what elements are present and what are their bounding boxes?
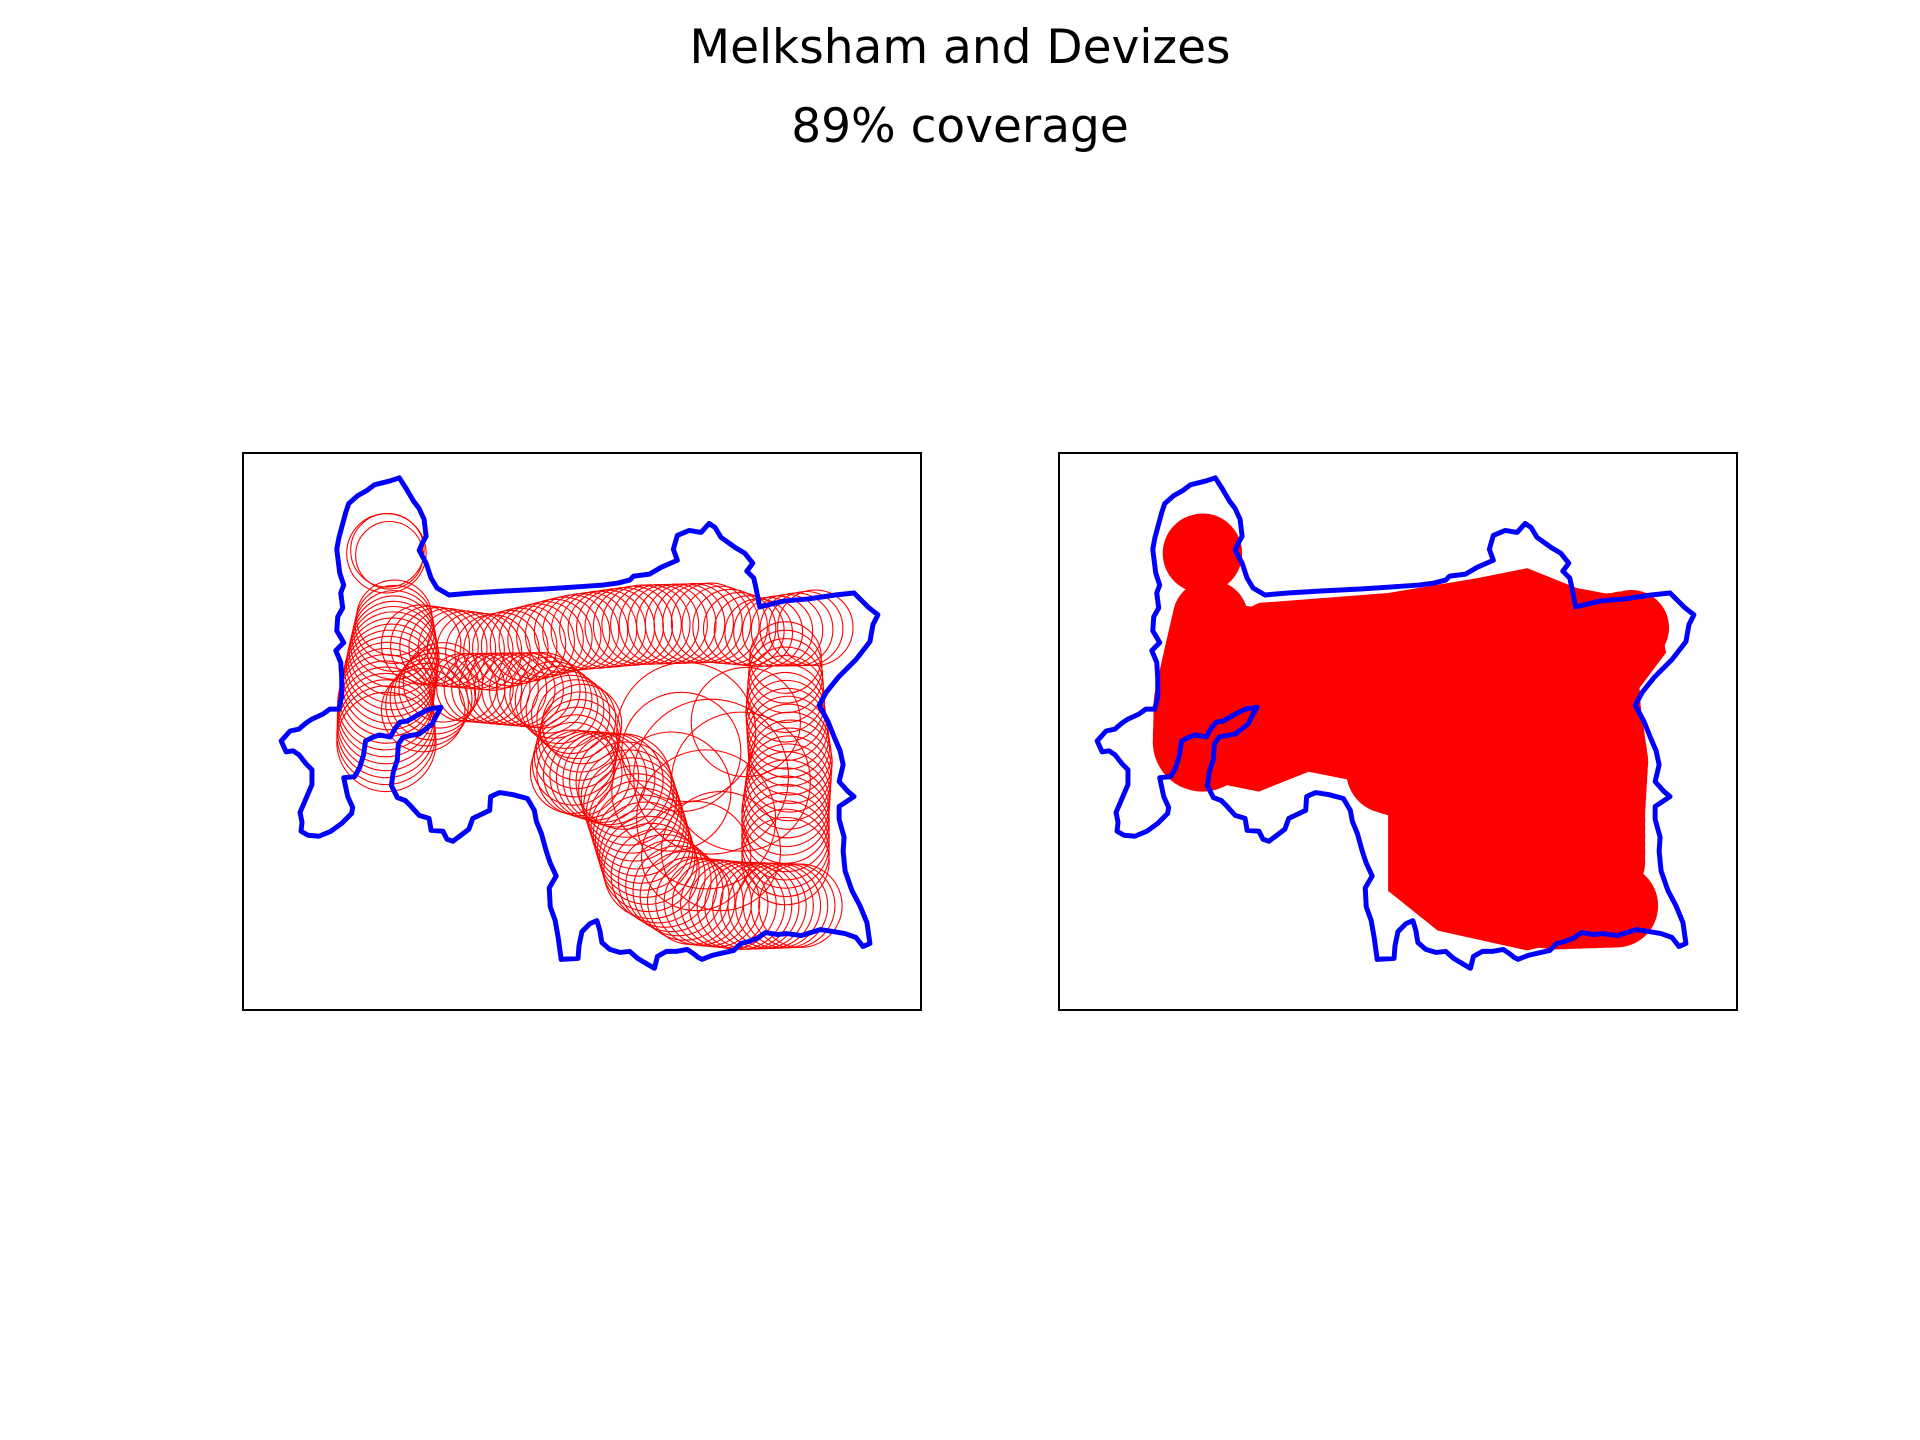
coverage-circle — [712, 862, 800, 950]
coverage-circle — [741, 775, 830, 864]
coverage-circle — [611, 731, 732, 852]
coverage-circle — [741, 800, 830, 889]
coverage-circle — [616, 661, 757, 803]
coverage-circle — [777, 589, 854, 667]
coverage-fill — [1152, 513, 1670, 951]
coverage-fill-circle — [1457, 801, 1567, 911]
coverage-fill-circle — [1507, 667, 1617, 777]
coverage-circle — [355, 520, 424, 590]
coverage-circle — [592, 787, 690, 884]
coverage-circle — [489, 605, 567, 683]
coverage-circle — [555, 731, 648, 823]
coverage-subtitle: 89% coverage — [791, 99, 1129, 154]
coverage-circle — [741, 816, 830, 906]
coverage-circle — [533, 714, 617, 798]
coverage-circle — [596, 801, 694, 898]
coverage-circle — [336, 672, 436, 772]
coverage-circle — [641, 800, 752, 912]
left-map-panel — [242, 452, 922, 1011]
coverage-circle — [509, 656, 587, 734]
coverage-circle — [336, 691, 437, 793]
coverage-circle — [610, 828, 706, 924]
coverage-circle — [610, 584, 691, 665]
coverage-circle — [653, 583, 734, 664]
coverage-circle — [498, 603, 576, 680]
coverage-circle — [660, 791, 782, 912]
coverage-circles — [336, 513, 854, 950]
coverage-circle — [590, 780, 687, 877]
coverage-circle — [524, 596, 602, 674]
coverage-circle — [758, 863, 843, 948]
coverage-circle — [618, 584, 700, 665]
coverage-circle — [727, 862, 814, 949]
coverage-circle — [644, 583, 726, 664]
coverage-circle — [690, 666, 801, 778]
coverage-circle — [662, 582, 743, 664]
coverage-circle — [562, 732, 656, 826]
coverage-circle — [741, 783, 830, 873]
constituency-boundary — [1094, 475, 1697, 971]
coverage-circle — [750, 863, 836, 949]
figure-title: Melksham and Devizes — [689, 20, 1231, 75]
coverage-circle — [636, 749, 777, 890]
coverage-circle — [536, 729, 623, 817]
right-map-svg — [1094, 475, 1697, 971]
coverage-circle — [670, 711, 811, 852]
coverage-circle — [741, 792, 830, 881]
coverage-circle — [747, 638, 824, 714]
coverage-circle — [529, 729, 615, 814]
coverage-circle — [741, 767, 830, 856]
coverage-circle — [627, 583, 708, 665]
coverage-circle — [408, 608, 488, 688]
coverage-circle — [346, 513, 427, 594]
coverage-circle — [549, 731, 640, 821]
coverage-circle — [633, 698, 790, 855]
coverage-circle — [621, 691, 742, 812]
constituency-boundary — [278, 475, 881, 971]
coverage-circle — [592, 585, 673, 666]
coverage-circle — [340, 641, 436, 738]
coverage-circle — [704, 861, 793, 950]
coverage-circle — [394, 652, 477, 735]
coverage-circle — [741, 808, 830, 898]
coverage-circle — [385, 662, 469, 747]
coverage-circle — [541, 683, 623, 765]
coverage-circle — [539, 691, 621, 773]
coverage-circle — [514, 661, 593, 739]
coverage-circle — [583, 757, 680, 854]
coverage-circle — [578, 741, 675, 838]
coverage-fill-circle — [1171, 521, 1240, 590]
left-map-svg — [278, 475, 881, 971]
right-map-panel — [1058, 452, 1738, 1011]
coverage-circle — [525, 670, 605, 749]
coverage-circle — [531, 721, 616, 806]
coverage-circle — [389, 657, 473, 741]
coverage-circle — [601, 584, 682, 666]
coverage-circle — [536, 679, 617, 760]
